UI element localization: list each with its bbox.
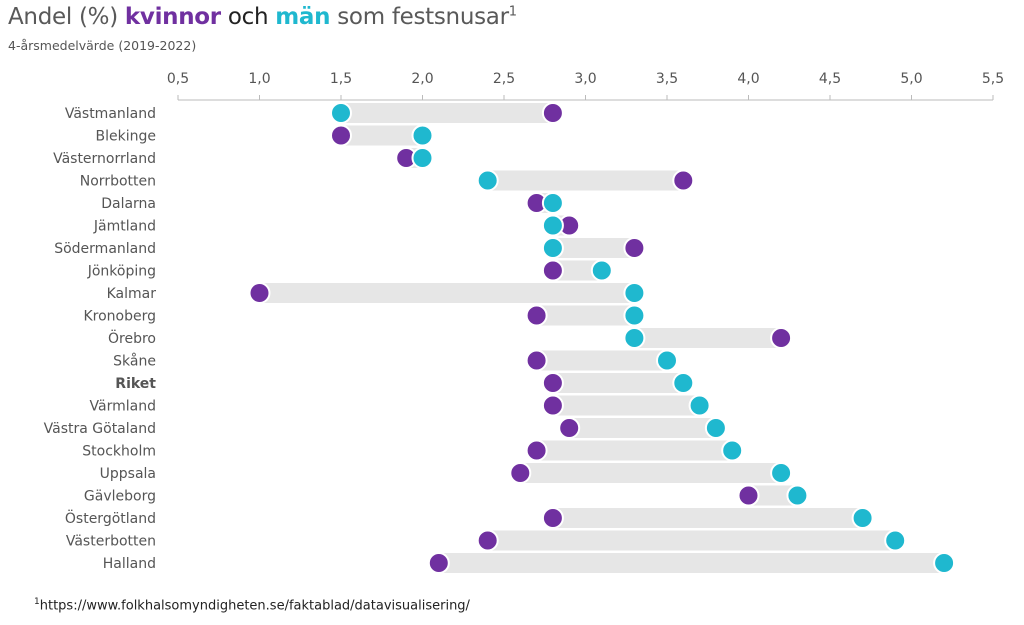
range-bar <box>438 553 945 573</box>
category-label: Stockholm <box>82 444 156 460</box>
women-dot <box>623 237 646 259</box>
men-dot <box>330 102 352 124</box>
category-label: Dalarna <box>101 196 156 212</box>
x-tick-label: 4,0 <box>737 71 759 87</box>
women-dot <box>541 394 564 417</box>
women-dot <box>541 259 564 282</box>
women-dot <box>525 439 548 462</box>
category-label: Jönköping <box>87 264 156 280</box>
category-label: Västerbotten <box>66 534 156 550</box>
range-bar <box>634 328 782 348</box>
men-dot <box>933 552 956 574</box>
men-dot <box>623 327 646 349</box>
x-tick-label: 1,5 <box>330 71 352 87</box>
category-label: Norrbotten <box>80 174 156 190</box>
range-bar <box>520 463 782 483</box>
category-label: Västra Götaland <box>44 421 156 437</box>
men-dot <box>656 349 678 372</box>
x-tick-label: 4,5 <box>819 71 841 87</box>
women-dot <box>737 484 760 507</box>
men-dot <box>851 507 874 529</box>
men-dot <box>541 214 564 237</box>
women-dot <box>427 552 450 574</box>
men-dot <box>688 394 711 417</box>
men-dot <box>541 192 564 214</box>
category-label: Västernorrland <box>53 151 156 167</box>
category-label: Södermanland <box>54 241 156 257</box>
category-label: Blekinge <box>96 129 156 145</box>
men-dot <box>541 237 564 259</box>
range-bar <box>552 508 863 528</box>
men-dot <box>623 282 646 304</box>
women-dot <box>525 349 548 372</box>
chart-title: Andel (%) kvinnor och män som festsnusar… <box>8 4 517 30</box>
women-dot <box>525 304 548 327</box>
range-bar <box>259 283 635 303</box>
x-tick-label: 5,5 <box>982 71 1004 87</box>
x-tick-label: 0,5 <box>167 71 189 87</box>
women-dot <box>558 417 581 439</box>
range-bar <box>536 440 733 461</box>
category-label: Jämtland <box>93 219 156 235</box>
range-bar <box>552 260 602 281</box>
category-label: Riket <box>115 376 156 392</box>
range-bar <box>552 395 700 416</box>
women-dot <box>541 372 564 394</box>
footnote: 1https://www.folkhalsomyndigheten.se/fak… <box>34 597 470 614</box>
range-bar <box>341 103 553 123</box>
range-bar <box>569 418 716 438</box>
category-label: Östergötland <box>65 509 156 527</box>
range-bar <box>748 485 798 506</box>
women-dot <box>509 462 532 484</box>
category-label: Uppsala <box>100 466 156 482</box>
women-dot <box>248 282 271 304</box>
men-dot <box>884 529 907 552</box>
x-tick-label: 2,0 <box>411 71 433 87</box>
range-bar <box>552 373 684 393</box>
x-tick-label: 3,0 <box>574 71 596 87</box>
range-bar <box>341 125 423 146</box>
x-tick-label: 5,0 <box>900 71 922 87</box>
men-dot <box>770 462 793 484</box>
range-bar <box>487 170 684 191</box>
range-bar <box>536 305 635 326</box>
category-label: Örebro <box>108 329 156 347</box>
range-bar <box>487 530 896 551</box>
x-tick-label: 1,0 <box>248 71 270 87</box>
women-dot <box>330 124 352 147</box>
category-label: Västmanland <box>65 106 156 122</box>
category-label: Halland <box>103 556 156 572</box>
title-men: män <box>275 4 331 30</box>
title-women: kvinnor <box>124 4 221 30</box>
men-dot <box>786 484 809 507</box>
men-dot <box>672 372 695 394</box>
chart-subtitle: 4-årsmedelvärde (2019-2022) <box>8 38 197 53</box>
men-dot <box>623 304 646 327</box>
women-dot <box>541 102 564 124</box>
women-dot <box>770 327 793 349</box>
category-label: Kalmar <box>107 286 157 302</box>
women-dot <box>541 507 564 529</box>
women-dot <box>672 169 695 192</box>
range-bar <box>552 238 635 258</box>
men-dot <box>590 259 613 282</box>
range-bar <box>536 350 667 371</box>
men-dot <box>476 169 499 192</box>
men-dot <box>721 439 744 462</box>
category-label: Kronoberg <box>83 309 156 325</box>
women-dot <box>476 529 499 552</box>
category-label: Skåne <box>113 353 156 370</box>
men-dot <box>704 417 727 439</box>
men-dot <box>411 147 434 169</box>
category-label: Värmland <box>90 399 156 415</box>
category-label: Gävleborg <box>84 489 156 505</box>
men-dot <box>411 124 434 147</box>
x-tick-label: 2,5 <box>493 71 515 87</box>
x-tick-label: 3,5 <box>656 71 678 87</box>
